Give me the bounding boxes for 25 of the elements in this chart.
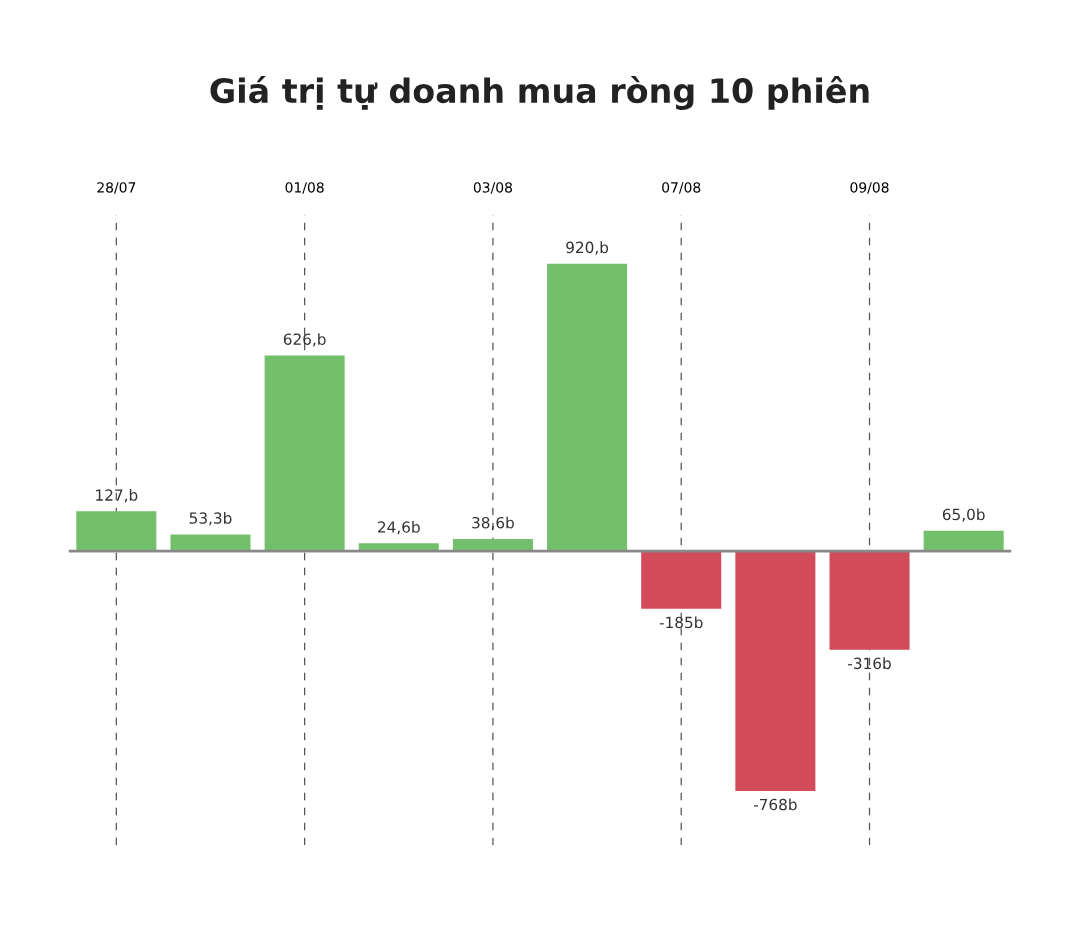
bar bbox=[170, 534, 251, 552]
x-tick-label: 03/08 bbox=[473, 182, 512, 194]
data-label: 920,b bbox=[566, 241, 609, 255]
x-tick-label: 01/08 bbox=[285, 182, 324, 194]
chart-title: Giá trị tự doanh mua ròng 10 phiên bbox=[210, 76, 869, 110]
bar bbox=[76, 511, 157, 552]
data-label: -316b bbox=[848, 657, 891, 670]
data-label: 65,0b bbox=[942, 508, 985, 522]
x-tick-label: 07/08 bbox=[662, 182, 701, 194]
x-tick-label: 28/07 bbox=[97, 182, 136, 194]
bar bbox=[735, 551, 816, 791]
bar bbox=[264, 355, 345, 552]
data-label: -768b bbox=[753, 798, 797, 811]
bar bbox=[829, 551, 910, 650]
x-tick-label: 09/08 bbox=[850, 182, 889, 194]
bar bbox=[547, 263, 628, 552]
data-label: 53,3b bbox=[189, 512, 232, 526]
data-label: 38,6b bbox=[472, 516, 514, 531]
data-label: 626,b bbox=[283, 333, 326, 347]
bar bbox=[452, 538, 533, 552]
data-label: -185b bbox=[659, 616, 703, 629]
bar bbox=[358, 543, 439, 552]
bar bbox=[641, 551, 722, 609]
data-label: 24,6b bbox=[378, 521, 420, 535]
bar bbox=[923, 530, 1004, 552]
